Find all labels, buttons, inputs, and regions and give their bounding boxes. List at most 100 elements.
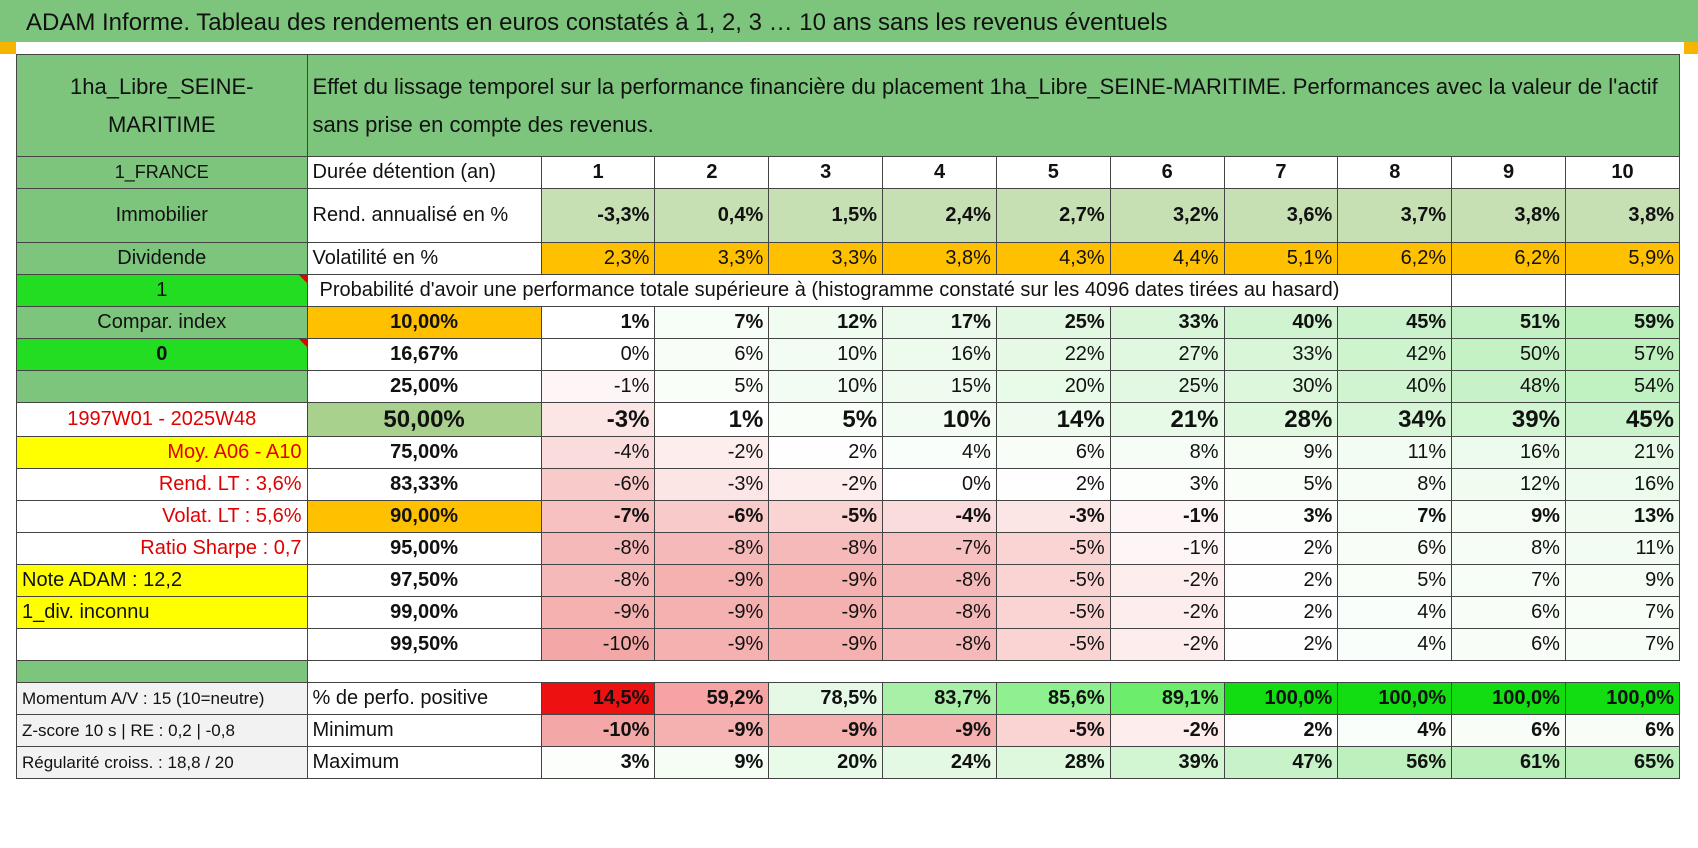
prob-value: 8% bbox=[1109, 436, 1225, 469]
prob-row: Rend. LT : 3,6% 83,33% -6% -3% -2% 0% 2% 3% 5% 8%… bbox=[16, 468, 1681, 501]
summary-value: -9% bbox=[768, 714, 884, 747]
summary-value: 24% bbox=[882, 746, 997, 779]
prob-value: -5% bbox=[995, 532, 1111, 565]
prob-threshold: 83,33% bbox=[306, 468, 542, 501]
prob-row: 1_div. inconnu 99,00% -9% -9% -9% -8% -5% -2% 2%… bbox=[16, 596, 1681, 629]
spacer-row bbox=[16, 660, 1680, 683]
prob-threshold: 99,00% bbox=[306, 596, 542, 629]
rend-value: 2,4% bbox=[882, 188, 997, 243]
prob-value: 22% bbox=[995, 338, 1111, 371]
prob-value: 45% bbox=[1337, 306, 1453, 339]
summary-value: 2% bbox=[1223, 714, 1339, 747]
prob-value: 11% bbox=[1337, 436, 1453, 469]
summary-value: 56% bbox=[1337, 746, 1453, 779]
year-header: 9 bbox=[1451, 156, 1566, 189]
rend-value: 3,7% bbox=[1337, 188, 1453, 243]
prob-value: -8% bbox=[540, 532, 656, 565]
type-cell: Dividende bbox=[16, 242, 308, 275]
prob-value: 16% bbox=[882, 338, 997, 371]
prob-value: 2% bbox=[1223, 564, 1339, 597]
prob-value: 4% bbox=[1337, 596, 1453, 629]
prob-value: -3% bbox=[654, 468, 770, 501]
prob-threshold: 90,00% bbox=[306, 500, 542, 533]
prob-value: 45% bbox=[1564, 402, 1681, 437]
summary-value: -9% bbox=[654, 714, 770, 747]
prob-threshold: 16,67% bbox=[306, 338, 542, 371]
year-header: 8 bbox=[1337, 156, 1453, 189]
year-header: 4 bbox=[882, 156, 997, 189]
prob-value: 33% bbox=[1109, 306, 1225, 339]
spacer-green-cell bbox=[16, 660, 308, 683]
prob-value: -9% bbox=[654, 564, 770, 597]
prob-value: -9% bbox=[654, 628, 770, 661]
rend-value: 3,2% bbox=[1109, 188, 1225, 243]
year-header: 2 bbox=[654, 156, 770, 189]
prob-threshold: 75,00% bbox=[306, 436, 542, 469]
prob-value: 7% bbox=[1564, 628, 1681, 661]
rend-value: 3,8% bbox=[1451, 188, 1566, 243]
prob-threshold: 10,00% bbox=[306, 306, 542, 339]
prob-value: 16% bbox=[1451, 436, 1566, 469]
prob-value: -8% bbox=[540, 564, 656, 597]
vol-value: 3,3% bbox=[768, 242, 884, 275]
prob-value: 4% bbox=[882, 436, 997, 469]
moy-cell: Moy. A06 - A10 bbox=[16, 436, 308, 469]
prob-value: -2% bbox=[1109, 564, 1225, 597]
prob-value: -9% bbox=[768, 628, 884, 661]
prob-value: -4% bbox=[540, 436, 656, 469]
prob-value: -2% bbox=[1109, 628, 1225, 661]
prob-value: 17% bbox=[882, 306, 997, 339]
prob-threshold: 25,00% bbox=[306, 370, 542, 403]
prob-value: 59% bbox=[1564, 306, 1681, 339]
summary-value: 6% bbox=[1564, 714, 1681, 747]
prob-value: -2% bbox=[768, 468, 884, 501]
summary-side-cell: Z-score 10 s | RE : 0,2 | -0,8 bbox=[16, 714, 308, 747]
summary-value: 78,5% bbox=[768, 682, 884, 715]
prob-threshold: 50,00% bbox=[306, 402, 542, 437]
summary-value: -5% bbox=[995, 714, 1111, 747]
vol-label: Volatilité en % bbox=[306, 242, 542, 275]
prob-value: -9% bbox=[654, 596, 770, 629]
period-cell: 1997W01 - 2025W48 bbox=[16, 402, 308, 437]
prob-value: 9% bbox=[1564, 564, 1681, 597]
summary-value: 100,0% bbox=[1337, 682, 1453, 715]
prob-value: 12% bbox=[1451, 468, 1566, 501]
performance-table: 1ha_Libre_SEINE-MARITIME Effet du lissag… bbox=[16, 54, 1681, 779]
summary-value: 20% bbox=[768, 746, 884, 779]
rend-value: 3,6% bbox=[1223, 188, 1339, 243]
header-row: 1ha_Libre_SEINE-MARITIME Effet du lissag… bbox=[16, 54, 1681, 157]
prob-value: -4% bbox=[882, 500, 997, 533]
prob-value: 5% bbox=[1223, 468, 1339, 501]
empty-cell bbox=[1564, 274, 1681, 307]
rend-value: -3,3% bbox=[540, 188, 656, 243]
summary-value: 85,6% bbox=[995, 682, 1111, 715]
vol-row: Dividende Volatilité en % 2,3% 3,3% 3,3% 3,… bbox=[16, 242, 1681, 275]
prob-value: -6% bbox=[654, 500, 770, 533]
prob-threshold: 95,00% bbox=[306, 532, 542, 565]
prob-value: 1% bbox=[654, 402, 770, 437]
prob-value: 51% bbox=[1451, 306, 1566, 339]
prob-value: 6% bbox=[1451, 628, 1566, 661]
prob-value: 7% bbox=[1337, 500, 1453, 533]
prob-row: 99,50% -10% -9% -9% -8% -5% -2% 2% 4% 6% 7% bbox=[16, 628, 1681, 661]
summary-value: -2% bbox=[1109, 714, 1225, 747]
prob-value: 6% bbox=[1337, 532, 1453, 565]
prob-value: 2% bbox=[1223, 532, 1339, 565]
year-header: 1 bbox=[540, 156, 656, 189]
empty-cell bbox=[1451, 274, 1566, 307]
prob-row: 1997W01 - 2025W48 50,00% -3% 1% 5% 10% 14% 21% 2… bbox=[16, 402, 1681, 437]
prob-value: -3% bbox=[995, 500, 1111, 533]
vol-value: 4,4% bbox=[1109, 242, 1225, 275]
prob-value: 2% bbox=[995, 468, 1111, 501]
vol-value: 6,2% bbox=[1337, 242, 1453, 275]
prob-value: 9% bbox=[1451, 500, 1566, 533]
prob-value: 54% bbox=[1564, 370, 1681, 403]
vol-value: 5,9% bbox=[1564, 242, 1681, 275]
summary-side-cell: Momentum A/V : 15 (10=neutre) bbox=[16, 682, 308, 715]
summary-value: 39% bbox=[1109, 746, 1225, 779]
year-header: 6 bbox=[1109, 156, 1225, 189]
year-header: 3 bbox=[768, 156, 884, 189]
rend-label: Rend. annualisé en % bbox=[306, 188, 542, 243]
summary-value: 28% bbox=[995, 746, 1111, 779]
